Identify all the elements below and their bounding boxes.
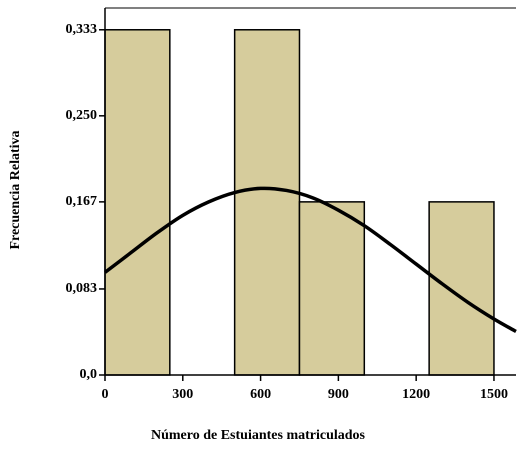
y-tick-label: 0,167 [66, 194, 98, 209]
bar [298, 201, 366, 376]
x-axis-label: Número de Estuiantes matriculados [151, 428, 366, 443]
x-tick-label: 900 [328, 387, 349, 402]
bar [104, 29, 171, 376]
x-tick-label: 600 [250, 387, 271, 402]
x-tick-label: 0 [102, 387, 109, 402]
bar [428, 201, 495, 376]
x-tick-label: 1500 [480, 387, 508, 402]
y-tick-label: 0,083 [66, 281, 98, 296]
y-axis-label: Frecuencia Relativa [8, 130, 23, 249]
bar [233, 29, 301, 376]
y-tick-label: 0,333 [66, 22, 98, 37]
y-tick-label: 0,0 [80, 367, 98, 382]
x-tick-label: 1200 [402, 387, 430, 402]
x-tick-label: 300 [172, 387, 193, 402]
y-tick-label: 0,250 [66, 108, 98, 123]
density-curve [103, 186, 517, 333]
